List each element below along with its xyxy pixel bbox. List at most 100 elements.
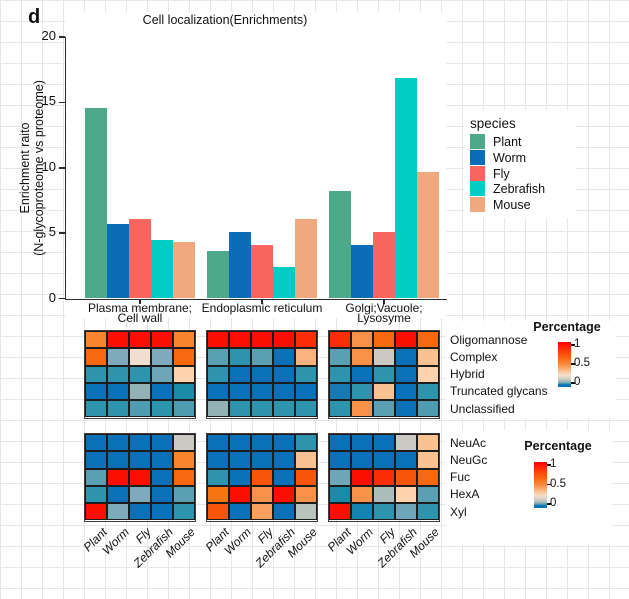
heatmap-cell	[395, 348, 417, 366]
chart-title: Cell localization(Enrichments)	[142, 13, 308, 27]
heatmap-cell	[85, 503, 107, 521]
heatmap-row-label: NeuAc	[450, 435, 487, 450]
y-axis-line	[64, 37, 66, 300]
y-tick-mark	[59, 101, 65, 104]
heatmap-cell	[229, 485, 251, 504]
x-tick-mark	[383, 300, 385, 304]
heatmap-cell	[229, 365, 251, 383]
heatmap-cell	[129, 400, 151, 418]
heatmap-cell	[273, 331, 295, 349]
heatmap-cell	[351, 400, 373, 418]
heatmap-cell	[417, 451, 439, 469]
legend-tick-mark	[547, 483, 551, 486]
legend-swatch-plant	[470, 134, 485, 149]
heatmap-cell	[417, 434, 439, 452]
heatmap-row-label: Complex	[450, 349, 498, 364]
bar-fly-group3	[373, 231, 395, 299]
heatmap-cell	[417, 331, 439, 349]
bar-worm-group2	[229, 231, 251, 299]
heatmap-cell	[273, 503, 295, 521]
heatmap-cell	[85, 400, 107, 418]
heatmap-cell	[151, 451, 173, 469]
heatmap-cell	[329, 485, 351, 504]
heatmap-cell	[251, 382, 273, 401]
heatmap-row-label: Oligomannose	[450, 332, 528, 347]
heatmap-cell	[107, 468, 129, 486]
heatmap-cell	[273, 382, 295, 401]
legend-label-worm: Worm	[493, 150, 527, 165]
percentage-legend-title: Percentage	[524, 439, 592, 453]
heatmap-row-label: Truncated glycans	[450, 384, 548, 399]
panel-label: d	[28, 6, 41, 28]
x-group-label: Lysosyme	[357, 310, 411, 325]
legend-tick-label: 0	[574, 376, 581, 388]
heatmap-row-label: Fuc	[450, 470, 471, 485]
heatmap-cell	[417, 348, 439, 366]
heatmap-cell	[85, 331, 107, 349]
heatmap-cell	[251, 503, 273, 521]
bar-mouse-group3	[417, 171, 439, 299]
heatmap-cell	[295, 365, 317, 383]
y-tick-mark	[59, 232, 65, 234]
y-tick-label: 20	[41, 28, 56, 43]
heatmap-cell	[129, 485, 151, 504]
heatmap-cell	[395, 400, 417, 418]
bar-worm-group3	[351, 244, 373, 299]
heatmap-cell	[173, 434, 195, 452]
x-group-label: Endoplasmic reticulum	[201, 300, 323, 315]
y-tick-label: 10	[41, 158, 56, 174]
bar-worm-group1	[107, 223, 129, 299]
legend-tick-label: 1	[550, 458, 557, 470]
heatmap-cell	[107, 348, 129, 366]
heatmap-cell	[273, 365, 295, 383]
legend-tick-mark	[547, 464, 551, 466]
legend-tick-label: 0.5	[574, 357, 590, 369]
heatmap-cell	[229, 382, 251, 401]
heatmap-cell	[173, 468, 195, 486]
heatmap-cell	[107, 382, 129, 401]
heatmap-cell	[107, 331, 129, 349]
heatmap-cell	[351, 503, 373, 521]
legend-swatch-mouse	[470, 197, 485, 213]
bar-plant-group3	[329, 191, 351, 299]
heatmap-cell	[273, 348, 295, 366]
heatmap-cell	[129, 468, 151, 486]
heatmap-cell	[295, 331, 317, 349]
heatmap-cell	[395, 365, 417, 383]
heatmap-cell	[207, 434, 229, 452]
heatmap-cell	[395, 468, 417, 486]
bar-fly-group2	[251, 244, 273, 299]
heatmap-row-label: Hybrid	[450, 367, 485, 382]
heatmap-cell	[207, 365, 229, 383]
legend-tick-label: 1	[574, 338, 581, 350]
heatmap-cell	[329, 400, 351, 418]
heatmap-cell	[373, 468, 395, 486]
heatmap-cell	[207, 451, 229, 469]
bar-zebrafish-group2	[273, 267, 295, 299]
heatmap-cell	[373, 348, 395, 366]
heatmap-cell	[417, 468, 439, 486]
heatmap-row-label: NeuGc	[450, 452, 488, 467]
y-tick-label: 5	[48, 224, 56, 240]
heatmap-cell	[173, 348, 195, 366]
legend-tick-mark	[547, 503, 551, 505]
heatmap-cell	[251, 451, 273, 469]
heatmap-cell	[417, 365, 439, 383]
heatmap-cell	[129, 348, 151, 366]
heatmap2-label-background	[446, 430, 612, 545]
heatmap-cell	[273, 485, 295, 504]
legend-label-mouse: Mouse	[493, 198, 531, 213]
y-tick-label: 0	[48, 289, 56, 305]
heatmap-cell	[417, 485, 439, 504]
heatmap-cell	[151, 331, 173, 349]
heatmap-cell	[173, 503, 195, 521]
heatmap-cell	[151, 434, 173, 452]
legend-swatch-worm	[470, 149, 485, 165]
heatmap-cell	[329, 331, 351, 349]
heatmap-cell	[129, 451, 151, 469]
legend-tick-label: 0	[550, 497, 557, 509]
percentage-legend-title: Percentage	[533, 320, 601, 334]
heatmap-cell	[351, 382, 373, 401]
heatmap-cell	[251, 365, 273, 383]
heatmap-cell	[251, 348, 273, 366]
